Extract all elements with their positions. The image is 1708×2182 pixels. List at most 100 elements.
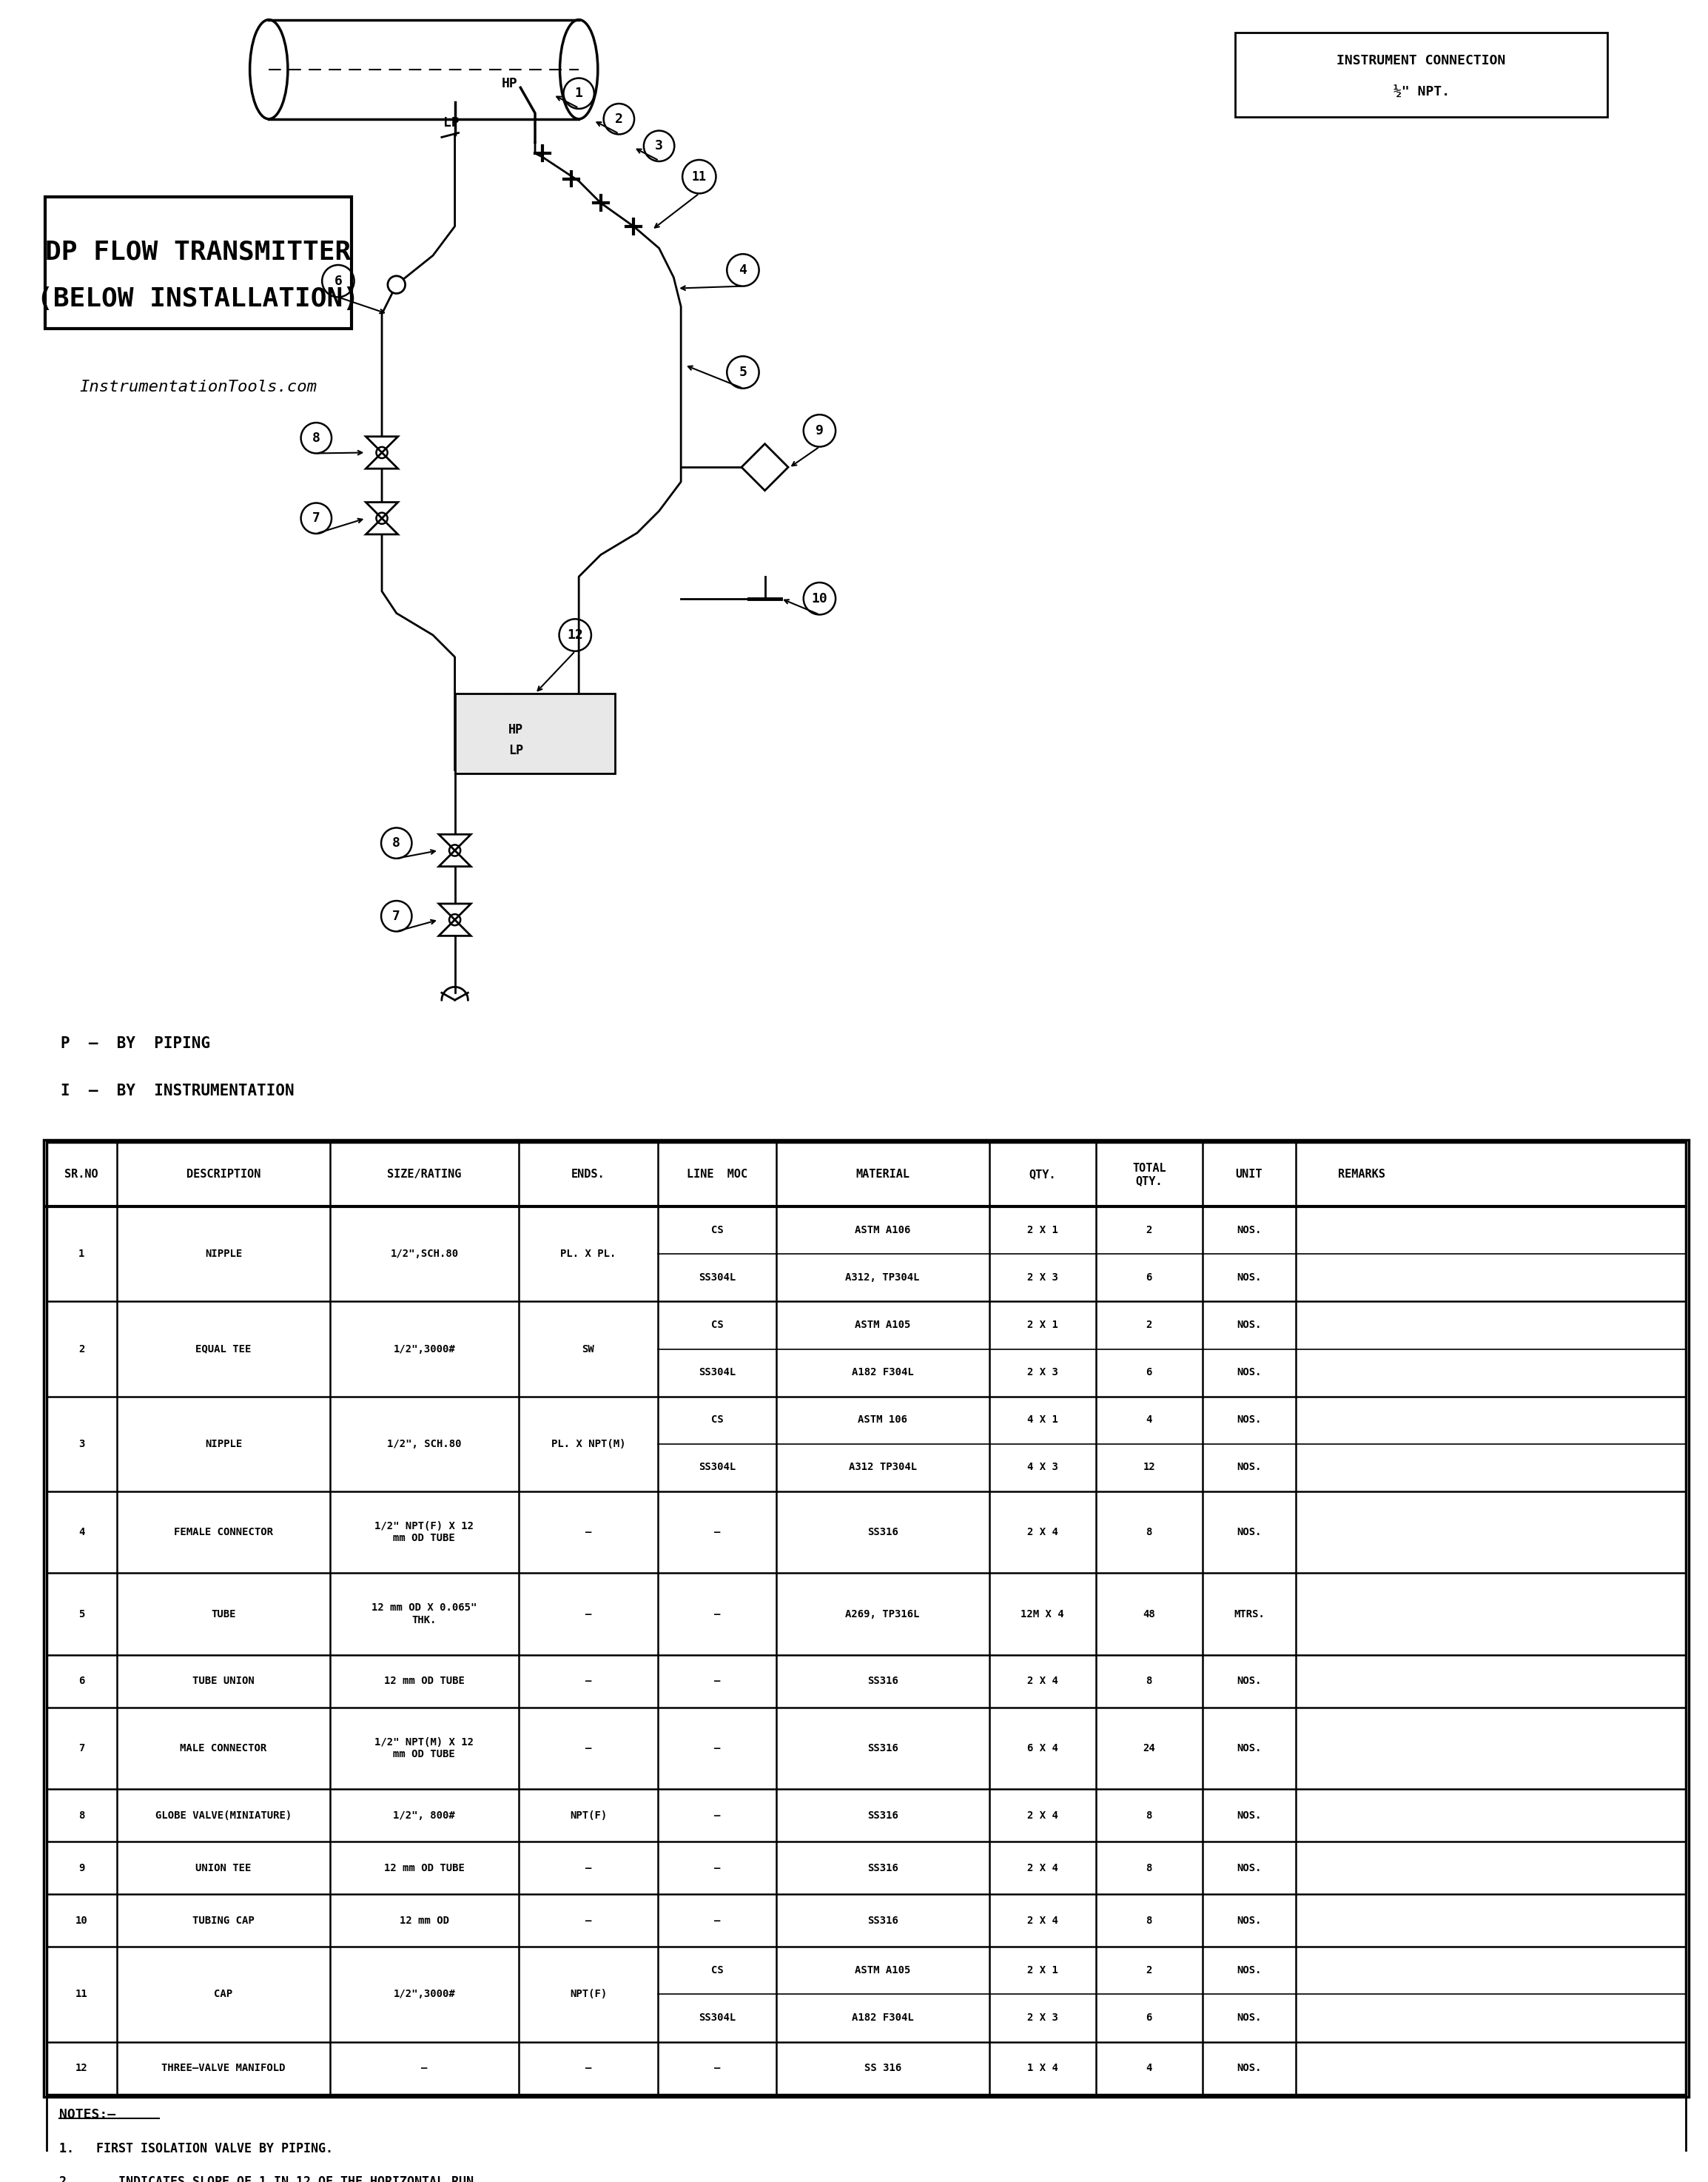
Text: ASTM A105: ASTM A105 <box>854 1966 910 1975</box>
Text: 1.   FIRST ISOLATION VALVE BY PIPING.: 1. FIRST ISOLATION VALVE BY PIPING. <box>60 2143 333 2156</box>
Text: 2.      INDICATES SLOPE OF 1 IN 12 OF THE HORIZONTAL RUN.: 2. INDICATES SLOPE OF 1 IN 12 OF THE HOR… <box>60 2175 482 2182</box>
Text: 3: 3 <box>656 140 663 153</box>
Text: 4: 4 <box>1146 1414 1153 1425</box>
Text: –: – <box>714 1743 721 1754</box>
Text: SIZE/RATING: SIZE/RATING <box>388 1170 461 1180</box>
Polygon shape <box>366 519 398 535</box>
Text: 2 X 3: 2 X 3 <box>1027 2012 1057 2023</box>
Text: 6: 6 <box>79 1676 85 1687</box>
Text: UNIT: UNIT <box>1235 1170 1262 1180</box>
Text: A182 F304L: A182 F304L <box>852 2012 914 2023</box>
Text: REMARKS: REMARKS <box>1337 1170 1385 1180</box>
Text: 6: 6 <box>1146 1368 1153 1377</box>
Text: A182 F304L: A182 F304L <box>852 1368 914 1377</box>
Text: 10: 10 <box>75 1916 87 1927</box>
Text: 1: 1 <box>79 1248 85 1259</box>
Text: 12: 12 <box>567 628 582 642</box>
Text: –: – <box>714 2062 721 2073</box>
Text: SS316: SS316 <box>868 1863 898 1872</box>
Text: 2 X 1: 2 X 1 <box>1027 1320 1057 1331</box>
Text: 6 X 4: 6 X 4 <box>1027 1743 1057 1754</box>
Text: FEMALE CONNECTOR: FEMALE CONNECTOR <box>174 1527 273 1538</box>
Text: 6: 6 <box>1146 2012 1153 2023</box>
Circle shape <box>388 275 405 292</box>
Text: DP FLOW TRANSMITTER: DP FLOW TRANSMITTER <box>44 240 350 264</box>
Text: 9: 9 <box>815 423 823 436</box>
Text: NIPPLE: NIPPLE <box>205 1438 243 1449</box>
Text: 2 X 3: 2 X 3 <box>1027 1272 1057 1283</box>
Text: –: – <box>586 1916 591 1927</box>
Text: 1/2", 800#: 1/2", 800# <box>393 1811 456 1820</box>
Text: CAP: CAP <box>214 1990 232 1999</box>
Text: NOS.: NOS. <box>1237 1272 1262 1283</box>
Text: SS304L: SS304L <box>699 1462 736 1473</box>
Text: NOS.: NOS. <box>1237 1368 1262 1377</box>
Text: –: – <box>586 1527 591 1538</box>
Text: 1/2",SCH.80: 1/2",SCH.80 <box>389 1248 458 1259</box>
Text: 4 X 1: 4 X 1 <box>1027 1414 1057 1425</box>
Text: ASTM A105: ASTM A105 <box>854 1320 910 1331</box>
Text: HP: HP <box>509 722 523 738</box>
Text: MTRS.: MTRS. <box>1233 1608 1264 1619</box>
Text: GLOBE VALVE(MINIATURE): GLOBE VALVE(MINIATURE) <box>155 1811 292 1820</box>
Text: NOS.: NOS. <box>1237 1462 1262 1473</box>
Text: NOS.: NOS. <box>1237 1527 1262 1538</box>
Text: 11: 11 <box>75 1990 87 1999</box>
Text: 1: 1 <box>576 87 582 100</box>
Text: SS316: SS316 <box>868 1527 898 1538</box>
Text: 4: 4 <box>740 264 746 277</box>
Text: 1/2",3000#: 1/2",3000# <box>393 1344 456 1355</box>
Text: SS304L: SS304L <box>699 1368 736 1377</box>
Text: NOS.: NOS. <box>1237 1224 1262 1235</box>
Text: 4: 4 <box>79 1527 85 1538</box>
Text: THREE–VALVE MANIFOLD: THREE–VALVE MANIFOLD <box>162 2062 285 2073</box>
Text: –: – <box>714 1527 721 1538</box>
Text: 12: 12 <box>75 2062 87 2073</box>
Text: TUBE: TUBE <box>212 1608 236 1619</box>
Text: PL. X PL.: PL. X PL. <box>560 1248 617 1259</box>
Text: A269, TP316L: A269, TP316L <box>845 1608 921 1619</box>
Text: 1/2" NPT(F) X 12
mm OD TUBE: 1/2" NPT(F) X 12 mm OD TUBE <box>374 1521 473 1543</box>
Text: NOS.: NOS. <box>1237 2062 1262 2073</box>
Text: 2 X 4: 2 X 4 <box>1027 1863 1057 1872</box>
Text: NOS.: NOS. <box>1237 1863 1262 1872</box>
Text: 8: 8 <box>1146 1811 1153 1820</box>
Text: 8: 8 <box>1146 1863 1153 1872</box>
Text: NOS.: NOS. <box>1237 1414 1262 1425</box>
Text: 7: 7 <box>79 1743 85 1754</box>
Ellipse shape <box>249 20 287 120</box>
Bar <box>454 694 615 775</box>
Text: LP: LP <box>509 744 523 757</box>
Text: –: – <box>586 1608 591 1619</box>
Text: SS 316: SS 316 <box>864 2062 902 2073</box>
Text: LP: LP <box>442 116 459 129</box>
Text: SS316: SS316 <box>868 1743 898 1754</box>
Text: 24: 24 <box>1143 1743 1155 1754</box>
Text: 12: 12 <box>1143 1462 1155 1473</box>
Text: NOS.: NOS. <box>1237 1966 1262 1975</box>
Text: TUBE UNION: TUBE UNION <box>193 1676 254 1687</box>
Text: INSTRUMENT CONNECTION: INSTRUMENT CONNECTION <box>1337 55 1506 68</box>
Text: 2: 2 <box>615 111 623 127</box>
Text: A312, TP304L: A312, TP304L <box>845 1272 921 1283</box>
Text: SS316: SS316 <box>868 1916 898 1927</box>
Text: –: – <box>586 1743 591 1754</box>
Text: NIPPLE: NIPPLE <box>205 1248 243 1259</box>
Text: QTY.: QTY. <box>1028 1170 1056 1180</box>
Text: 12 mm OD: 12 mm OD <box>400 1916 449 1927</box>
Text: 1/2" NPT(M) X 12
mm OD TUBE: 1/2" NPT(M) X 12 mm OD TUBE <box>374 1737 473 1759</box>
Text: NOS.: NOS. <box>1237 1676 1262 1687</box>
Text: 5: 5 <box>79 1608 85 1619</box>
Text: 1/2", SCH.80: 1/2", SCH.80 <box>388 1438 461 1449</box>
Polygon shape <box>439 834 471 851</box>
Text: SR.NO: SR.NO <box>65 1170 99 1180</box>
Polygon shape <box>439 851 471 866</box>
Text: 12M X 4: 12M X 4 <box>1021 1608 1064 1619</box>
Text: 2: 2 <box>79 1344 85 1355</box>
Text: CS: CS <box>711 1320 722 1331</box>
Text: NOS.: NOS. <box>1237 1320 1262 1331</box>
Text: 4: 4 <box>1146 2062 1153 2073</box>
Text: 7: 7 <box>393 910 400 923</box>
Text: HP: HP <box>502 76 518 92</box>
Text: EQUAL TEE: EQUAL TEE <box>195 1344 251 1355</box>
